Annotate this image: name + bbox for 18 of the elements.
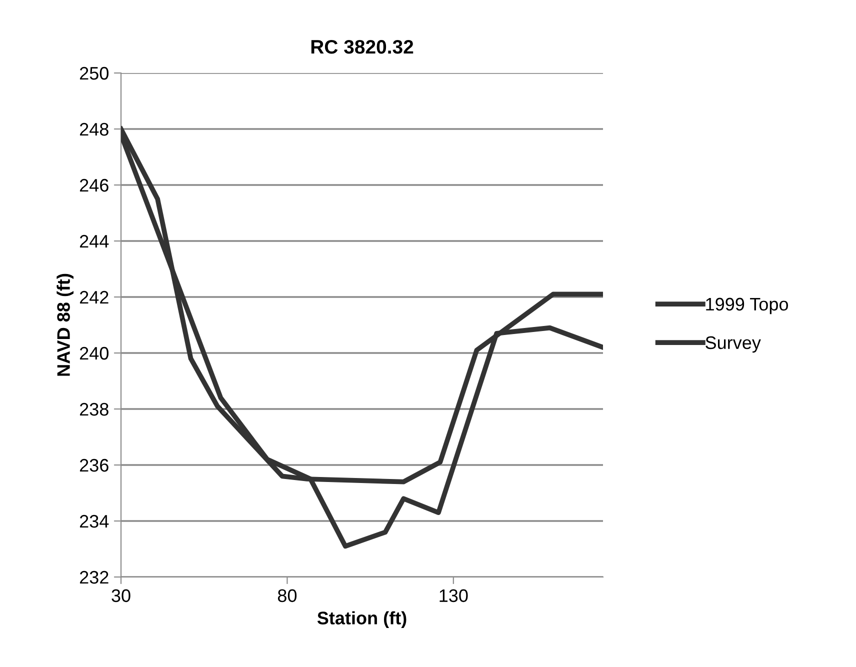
y-tick-label: 248 (80, 122, 108, 136)
y-tick-label: 244 (80, 234, 109, 248)
y-tick-label: 242 (80, 290, 108, 304)
y-tick-label: 246 (80, 178, 108, 192)
y-tick-label: 232 (80, 570, 108, 584)
x-tick-label: 80 (278, 589, 297, 602)
y-tick-label: 234 (80, 514, 109, 528)
chart-title: RC 3820.32 (311, 40, 414, 54)
y-tick-label: 250 (80, 66, 108, 80)
legend-label: 1999 Topo (706, 298, 788, 314)
x-tick-label: 30 (112, 589, 130, 602)
y-tick-label: 240 (80, 346, 108, 360)
x-axis-title: Station (ft) (317, 611, 406, 628)
y-tick-label: 238 (80, 402, 108, 416)
legend-label: Survey (706, 336, 761, 353)
y-axis-title: NAVD 88 (ft) (56, 274, 74, 376)
y-tick-label: 236 (80, 458, 108, 472)
x-tick-label: 130 (440, 589, 468, 602)
